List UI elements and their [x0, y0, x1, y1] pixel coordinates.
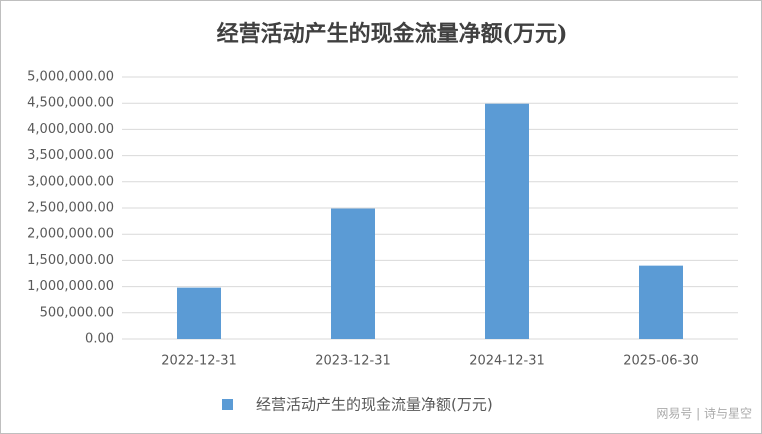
y-tick-label: 500,000.00 [40, 305, 114, 320]
watermark: 网易号 | 诗与星空 [656, 407, 752, 421]
x-tick-label: 2023-12-31 [315, 354, 391, 369]
y-tick-label: 2,000,000.00 [27, 227, 114, 242]
y-tick-label: 4,500,000.00 [27, 96, 114, 111]
bar [639, 265, 683, 339]
legend-label: 经营活动产生的现金流量净额(万元) [256, 396, 493, 414]
x-tick-label: 2022-12-31 [161, 354, 237, 369]
y-tick-label: 5,000,000.00 [27, 70, 114, 85]
bar [485, 103, 529, 339]
x-tick-label: 2024-12-31 [469, 354, 545, 369]
y-tick-label: 4,000,000.00 [27, 122, 114, 137]
y-tick-label: 2,500,000.00 [27, 201, 114, 216]
y-tick-label: 1,500,000.00 [27, 253, 114, 268]
y-tick-label: 3,500,000.00 [27, 148, 114, 163]
y-tick-label: 1,000,000.00 [27, 279, 114, 294]
bar [177, 287, 221, 339]
y-tick-label: 0.00 [85, 332, 114, 347]
y-tick-label: 3,000,000.00 [27, 174, 114, 189]
x-tick-label: 2025-06-30 [623, 354, 699, 369]
bar [331, 208, 375, 339]
chart-title: 经营活动产生的现金流量净额(万元) [217, 21, 568, 47]
legend-swatch [222, 399, 233, 410]
